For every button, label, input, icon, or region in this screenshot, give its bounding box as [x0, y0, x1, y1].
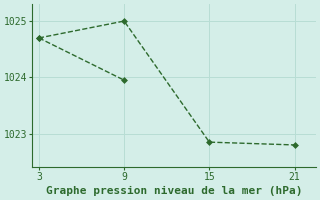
X-axis label: Graphe pression niveau de la mer (hPa): Graphe pression niveau de la mer (hPa) — [45, 186, 302, 196]
